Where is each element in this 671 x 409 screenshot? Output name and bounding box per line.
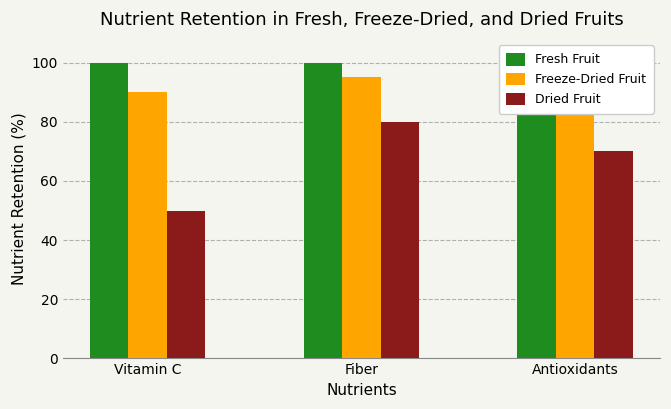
Bar (380, 122, 419, 358)
Legend: Fresh Fruit, Freeze-Dried Fruit, Dried Fruit: Fresh Fruit, Freeze-Dried Fruit, Dried F… (499, 45, 654, 114)
X-axis label: Nutrients: Nutrients (326, 383, 397, 398)
Y-axis label: Nutrient Retention (%): Nutrient Retention (%) (11, 112, 26, 285)
Bar (517, 63, 556, 358)
Bar (129, 92, 167, 358)
Bar (304, 63, 342, 358)
Bar (90, 63, 129, 358)
Bar (167, 211, 205, 358)
Bar (556, 92, 595, 358)
Bar (595, 151, 633, 358)
Bar (342, 77, 380, 358)
Title: Nutrient Retention in Fresh, Freeze-Dried, and Dried Fruits: Nutrient Retention in Fresh, Freeze-Drie… (99, 11, 623, 29)
